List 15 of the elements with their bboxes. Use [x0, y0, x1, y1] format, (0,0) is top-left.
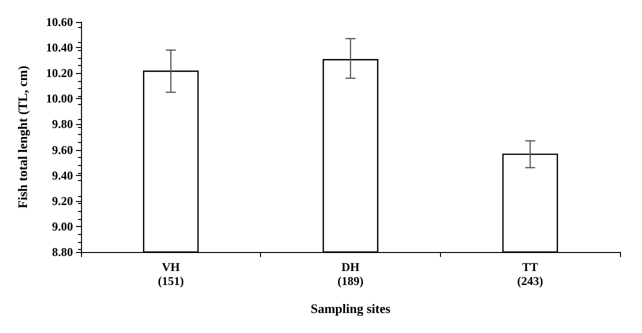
y-tick-label: 8.80: [52, 245, 73, 259]
x-tick-label: VH (151): [158, 260, 184, 288]
y-tick-label: 10.60: [46, 15, 73, 29]
y-tick-label: 9.80: [52, 117, 73, 132]
y-tick-label: 9.00: [52, 219, 73, 234]
y-tick-label: 9.20: [52, 194, 73, 208]
y-tick-label: 9.40: [52, 168, 73, 182]
x-axis-title: Sampling sites: [310, 301, 390, 316]
y-tick-label: 10.20: [46, 66, 73, 80]
y-tick-label: 9.60: [52, 142, 73, 157]
x-tick-label: TT (243): [517, 260, 544, 288]
y-tick-label: 10.40: [46, 40, 73, 55]
y-axis-title: Fish total lenght (TL, cm): [15, 66, 30, 208]
y-tick-label: 10.00: [46, 92, 73, 106]
x-tick-label: DH (189): [338, 260, 364, 288]
